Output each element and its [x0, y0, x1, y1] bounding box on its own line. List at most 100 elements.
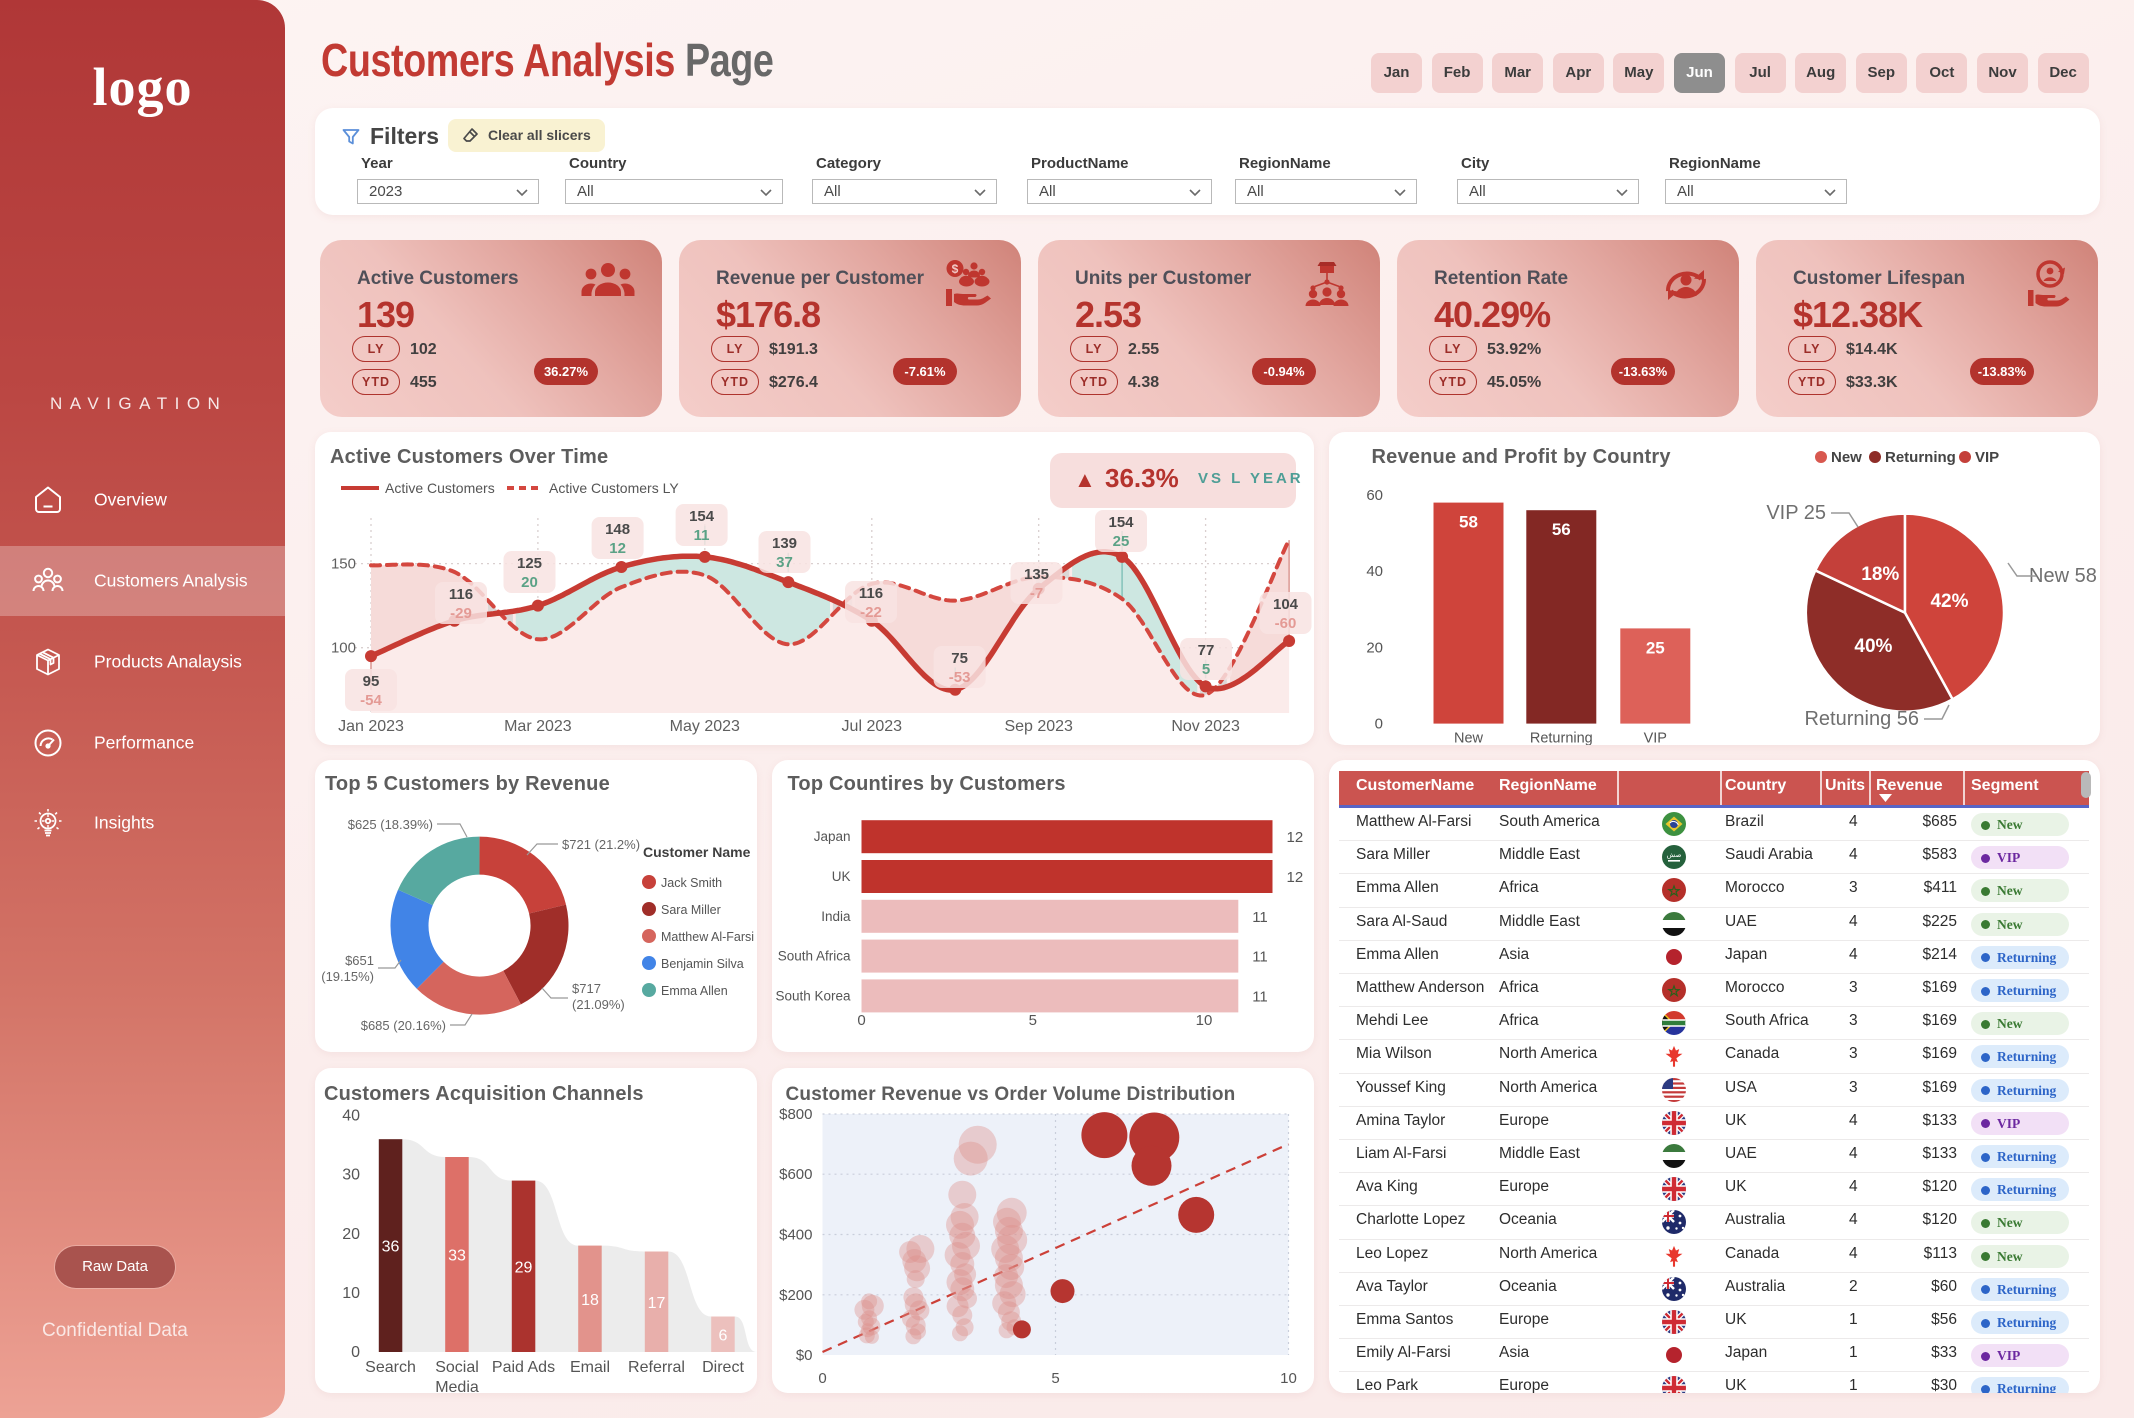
- svg-text:(19.15%): (19.15%): [321, 969, 374, 984]
- svg-text:30: 30: [342, 1167, 360, 1184]
- svg-text:11: 11: [1252, 949, 1268, 966]
- svg-text:$: $: [952, 262, 959, 276]
- svg-text:154: 154: [1108, 514, 1134, 531]
- svg-text:40: 40: [1366, 563, 1383, 580]
- svg-text:$717: $717: [572, 981, 601, 996]
- svg-text:India: India: [821, 909, 851, 924]
- svg-text:Active Customers: Active Customers: [385, 480, 495, 496]
- svg-text:5: 5: [1028, 1012, 1036, 1029]
- svg-text:58: 58: [1459, 513, 1478, 532]
- svg-text:Jan 2023: Jan 2023: [338, 718, 404, 735]
- svg-text:40%: 40%: [1854, 636, 1892, 657]
- svg-text:20: 20: [521, 574, 538, 591]
- svg-text:New: New: [1831, 449, 1862, 466]
- svg-text:$400: $400: [779, 1227, 812, 1244]
- svg-text:Search: Search: [365, 1359, 416, 1376]
- svg-text:-7: -7: [1030, 585, 1043, 602]
- svg-text:18%: 18%: [1861, 564, 1899, 585]
- svg-text:29: 29: [515, 1259, 533, 1276]
- svg-text:Benjamin Silva: Benjamin Silva: [661, 957, 744, 971]
- svg-text:UK: UK: [831, 869, 850, 884]
- svg-text:Customer Name: Customer Name: [643, 844, 751, 860]
- svg-text:Social: Social: [435, 1359, 479, 1376]
- svg-text:0: 0: [351, 1344, 360, 1361]
- svg-text:Paid Ads: Paid Ads: [492, 1359, 555, 1376]
- svg-text:148: 148: [605, 521, 630, 538]
- svg-text:Nov 2023: Nov 2023: [1171, 718, 1240, 735]
- svg-text:116: 116: [859, 585, 883, 602]
- svg-text:Media: Media: [435, 1379, 479, 1393]
- svg-text:6: 6: [719, 1327, 728, 1344]
- svg-text:36: 36: [382, 1239, 400, 1256]
- svg-text:42%: 42%: [1930, 591, 1968, 612]
- svg-text:-22: -22: [860, 604, 882, 621]
- svg-text:25: 25: [1113, 533, 1130, 550]
- svg-text:10: 10: [1195, 1012, 1212, 1029]
- svg-text:$800: $800: [779, 1106, 812, 1123]
- svg-text:$625 (18.39%): $625 (18.39%): [348, 817, 433, 832]
- svg-text:0: 0: [818, 1370, 826, 1387]
- svg-text:Jul 2023: Jul 2023: [842, 718, 903, 735]
- svg-text:$651: $651: [345, 953, 374, 968]
- svg-text:Returning: Returning: [1885, 449, 1956, 466]
- svg-text:18: 18: [581, 1292, 599, 1309]
- svg-text:11: 11: [1252, 909, 1268, 926]
- svg-text:Email: Email: [570, 1359, 610, 1376]
- svg-text:139: 139: [772, 535, 797, 552]
- svg-text:$0: $0: [795, 1347, 812, 1364]
- svg-text:May 2023: May 2023: [670, 718, 740, 735]
- svg-text:New 58: New 58: [2029, 565, 2097, 587]
- svg-text:60: 60: [1366, 487, 1383, 504]
- svg-text:-54: -54: [360, 692, 382, 709]
- svg-text:11: 11: [694, 527, 710, 544]
- svg-text:154: 154: [689, 508, 715, 525]
- svg-text:-29: -29: [450, 605, 472, 622]
- svg-text:Direct: Direct: [702, 1359, 744, 1376]
- svg-text:Jack Smith: Jack Smith: [661, 876, 722, 890]
- svg-text:12: 12: [1286, 829, 1303, 846]
- svg-text:$721 (21.2%): $721 (21.2%): [562, 837, 640, 852]
- svg-text:VIP: VIP: [1643, 731, 1666, 745]
- svg-text:5: 5: [1051, 1370, 1059, 1387]
- svg-text:Sara Miller: Sara Miller: [661, 903, 721, 917]
- svg-text:Active Customers LY: Active Customers LY: [549, 480, 679, 496]
- svg-text:VIP: VIP: [1975, 449, 1999, 466]
- svg-text:95: 95: [363, 673, 380, 690]
- svg-text:12: 12: [1286, 869, 1303, 886]
- svg-text:-60: -60: [1275, 615, 1297, 632]
- svg-text:33: 33: [448, 1248, 466, 1265]
- svg-text:VIP 25: VIP 25: [1766, 502, 1826, 524]
- svg-text:New: New: [1453, 731, 1483, 745]
- svg-text:$600: $600: [779, 1166, 812, 1183]
- svg-text:Emma Allen: Emma Allen: [661, 984, 728, 998]
- svg-text:0: 0: [1374, 716, 1382, 733]
- svg-text:100: 100: [331, 640, 356, 657]
- svg-text:150: 150: [331, 556, 356, 573]
- svg-text:5: 5: [1202, 661, 1210, 678]
- svg-text:South Africa: South Africa: [777, 949, 850, 964]
- svg-text:125: 125: [517, 555, 542, 572]
- svg-text:12: 12: [609, 540, 626, 557]
- svg-text:Matthew Al-Farsi: Matthew Al-Farsi: [661, 930, 754, 944]
- svg-text:South Korea: South Korea: [775, 988, 851, 1003]
- svg-text:Mar 2023: Mar 2023: [504, 718, 572, 735]
- svg-text:104: 104: [1273, 596, 1299, 613]
- svg-text:135: 135: [1024, 566, 1049, 583]
- svg-text:Sep 2023: Sep 2023: [1004, 718, 1073, 735]
- svg-text:-53: -53: [949, 669, 971, 686]
- svg-text:20: 20: [342, 1226, 360, 1243]
- svg-text:75: 75: [951, 650, 968, 667]
- svg-text:Returning 56: Returning 56: [1804, 708, 1919, 730]
- svg-text:$685 (20.16%): $685 (20.16%): [361, 1018, 446, 1033]
- svg-text:116: 116: [449, 586, 473, 603]
- svg-text:10: 10: [342, 1285, 360, 1302]
- svg-text:Referral: Referral: [628, 1359, 685, 1376]
- svg-text:10: 10: [1280, 1370, 1297, 1387]
- svg-text:11: 11: [1252, 988, 1268, 1005]
- svg-text:77: 77: [1198, 642, 1215, 659]
- svg-text:40: 40: [342, 1108, 360, 1125]
- svg-text:$200: $200: [779, 1287, 812, 1304]
- svg-text:56: 56: [1551, 520, 1570, 539]
- svg-text:20: 20: [1366, 639, 1383, 656]
- svg-text:Japan: Japan: [813, 829, 850, 844]
